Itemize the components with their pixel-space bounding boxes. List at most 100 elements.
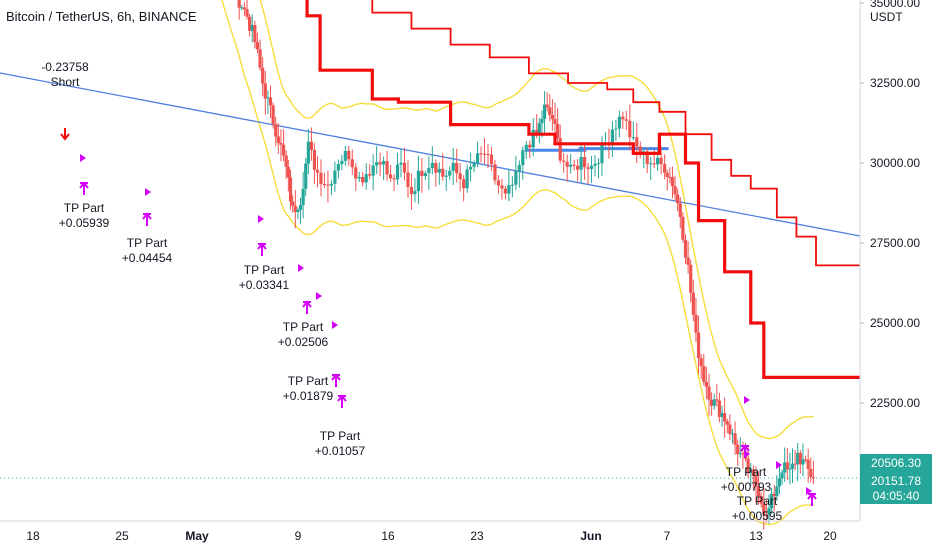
candle-body [717, 400, 722, 417]
chart-title: Bitcoin / TetherUS, 6h, BINANCE [6, 9, 197, 24]
candle-body [770, 493, 774, 509]
x-tick-label: May [185, 529, 209, 543]
candle-body [635, 137, 639, 147]
candle-body [350, 159, 354, 168]
tp-arrow-icon [807, 492, 817, 506]
candle-body [395, 164, 400, 180]
candle-body [670, 177, 675, 187]
candle-body [521, 150, 525, 166]
candle-body [479, 153, 483, 155]
annotation-line2: +0.00595 [732, 509, 783, 523]
candle-body [406, 172, 410, 187]
candle-body [565, 161, 569, 167]
candle-body [427, 168, 431, 174]
bands-layer [221, 0, 814, 526]
candle-body [496, 180, 501, 186]
candle-body [368, 174, 372, 176]
tp-marker-icon [744, 450, 750, 458]
candle-body [809, 468, 813, 478]
annotation-line1: -0.23758 [41, 60, 89, 74]
candle-body [656, 157, 660, 165]
candle-body [730, 433, 735, 435]
tp-marker-icon [258, 215, 264, 223]
candle-body [286, 166, 290, 178]
tp-marker-icon [776, 461, 782, 469]
candle-body [266, 97, 270, 99]
candle-body [645, 151, 649, 164]
candle-body [448, 170, 452, 176]
candle-body [288, 177, 293, 202]
y-tick-label: 30000.00 [870, 156, 920, 170]
candle-body [263, 83, 267, 99]
candle-body [357, 177, 361, 179]
candles-layer [237, 0, 815, 530]
candle-body [279, 142, 283, 145]
candle-body [596, 163, 601, 165]
candle-body [710, 399, 714, 406]
candle-body [537, 123, 541, 134]
candle-body [720, 413, 724, 417]
candle-body [691, 292, 695, 315]
candle-body [333, 170, 337, 184]
short-arrow-icon [60, 128, 70, 141]
candle-body [293, 205, 297, 213]
tp-arrow-icon [331, 373, 341, 387]
candle-body [322, 184, 327, 186]
candle-body [621, 116, 625, 120]
x-tick-label: Jun [580, 529, 601, 543]
candle-body [579, 156, 583, 170]
candle-body [284, 155, 288, 167]
candle-body [413, 191, 417, 195]
candle-body [767, 508, 771, 515]
annotation-line2: +0.01879 [283, 389, 334, 403]
candle-body [569, 164, 573, 167]
candle-body [624, 119, 628, 121]
candle-body [638, 146, 642, 155]
candle-body [248, 16, 252, 31]
candle-body [751, 469, 755, 477]
candle-body [631, 137, 635, 139]
candle-body [586, 167, 590, 169]
annotation-line2: +0.00793 [721, 480, 772, 494]
tp-marker-icon [744, 396, 750, 404]
candle-body [756, 486, 761, 497]
candle-body [754, 476, 758, 487]
candle-body [762, 503, 766, 515]
candle-body [542, 104, 547, 119]
candle-body [712, 399, 716, 406]
y-tick-label: 25000.00 [870, 316, 920, 330]
candle-body [301, 188, 305, 205]
candle-body [699, 358, 703, 367]
candle-body [371, 165, 375, 176]
candle-body [237, 0, 241, 8]
annotation-line2: +0.04454 [122, 251, 173, 265]
candle-body [514, 171, 518, 185]
annotation-line1: TP Part [320, 429, 361, 443]
y-tick-label: 35000.00 [870, 0, 920, 10]
x-tick-label: 18 [26, 529, 40, 543]
candle-body [550, 114, 554, 120]
annotation-line1: TP Part [127, 236, 168, 250]
candle-body [746, 458, 750, 474]
tp-arrow-icon [257, 242, 267, 256]
candle-body [617, 116, 621, 129]
candle-body [271, 105, 275, 125]
candle-body [253, 25, 257, 43]
candle-body [306, 141, 310, 164]
tp-arrow-icon [79, 181, 89, 195]
candle-body [388, 174, 393, 179]
tp-arrow-icon [142, 212, 152, 226]
current-price-badge-bg [860, 454, 932, 472]
candle-body [540, 118, 544, 124]
candle-body [728, 424, 732, 434]
candle-body [489, 154, 494, 165]
candle-body [589, 165, 594, 169]
candle-body [441, 168, 445, 177]
annotation-line2: +0.03341 [239, 278, 290, 292]
candle-body [416, 170, 421, 192]
candle-body [678, 203, 682, 217]
candle-body [785, 462, 789, 470]
candle-body [340, 160, 344, 165]
candle-body [668, 176, 672, 178]
